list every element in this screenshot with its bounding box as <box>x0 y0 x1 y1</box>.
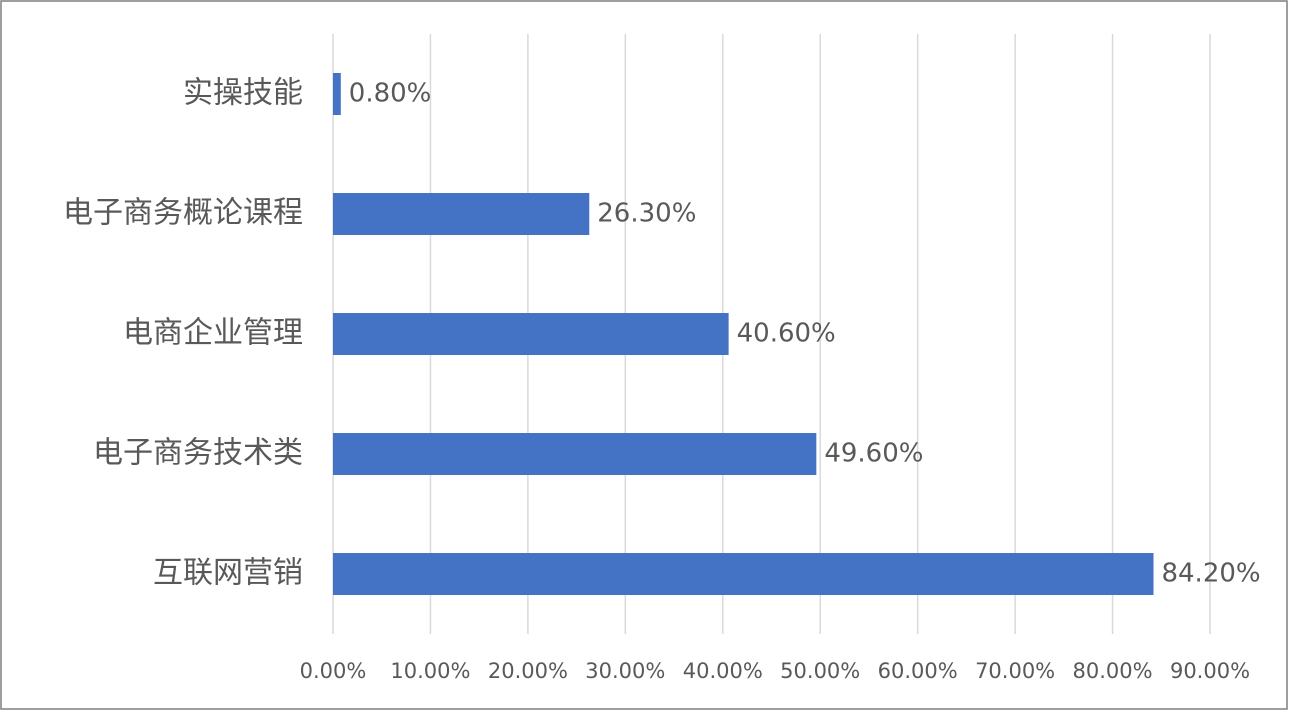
y-tick-label: 电子商务概论课程 <box>63 196 303 231</box>
bar <box>333 313 729 355</box>
x-tick-label: 60.00% <box>878 659 958 683</box>
x-tick-label: 0.00% <box>300 659 367 683</box>
y-tick-label: 电子商务技术类 <box>93 436 303 471</box>
value-label: 40.60% <box>737 319 836 349</box>
x-tick-label: 80.00% <box>1073 659 1153 683</box>
y-tick-label: 互联网营销 <box>153 556 303 591</box>
x-tick-label: 90.00% <box>1170 659 1250 683</box>
x-tick-label: 30.00% <box>585 659 665 683</box>
value-label: 49.60% <box>824 439 923 469</box>
value-label: 26.30% <box>597 199 696 229</box>
x-tick-label: 50.00% <box>780 659 860 683</box>
y-tick-label: 电商企业管理 <box>123 316 303 351</box>
x-tick-label: 40.00% <box>683 659 763 683</box>
y-tick-label: 实操技能 <box>183 76 303 111</box>
x-tick-label: 10.00% <box>390 659 470 683</box>
bar <box>333 193 590 235</box>
bar <box>333 73 341 115</box>
bar <box>333 553 1154 595</box>
x-tick-label: 20.00% <box>488 659 568 683</box>
value-label: 0.80% <box>349 79 432 109</box>
bar <box>333 433 817 475</box>
value-label: 84.20% <box>1161 559 1260 589</box>
x-tick-label: 70.00% <box>975 659 1055 683</box>
